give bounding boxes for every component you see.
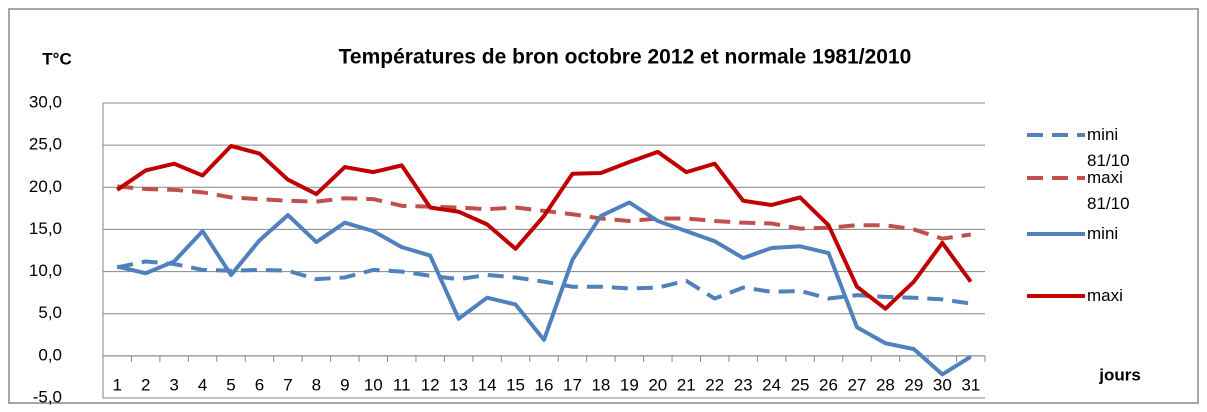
x-tick-label: 20 xyxy=(648,375,667,394)
series-line xyxy=(116,200,972,377)
x-tick-label: 21 xyxy=(677,375,696,394)
x-tick-label: 13 xyxy=(449,375,468,394)
x-tick-label: 25 xyxy=(791,375,810,394)
x-tick-label: 30 xyxy=(933,375,952,394)
x-tick-label: 23 xyxy=(734,375,753,394)
x-tick-label: 5 xyxy=(226,375,235,394)
legend-swatch xyxy=(1027,294,1085,298)
legend-label: mini 81/10 xyxy=(1087,125,1130,170)
y-tick-label: 15,0 xyxy=(29,219,62,238)
x-tick-label: 9 xyxy=(340,375,349,394)
legend-swatch xyxy=(1027,176,1085,180)
x-tick-label: 24 xyxy=(762,375,781,394)
x-tick-label: 10 xyxy=(364,375,383,394)
x-tick-label: 11 xyxy=(393,375,411,394)
x-tick-label: 6 xyxy=(255,375,264,394)
x-tick-label: 29 xyxy=(904,375,923,394)
chart-border xyxy=(8,8,1199,404)
y-axis-label: T°C xyxy=(42,49,71,68)
x-tick-label: 28 xyxy=(876,375,895,394)
legend-label: maxi xyxy=(1087,286,1123,305)
legend-swatch xyxy=(1027,133,1085,137)
x-tick-label: 22 xyxy=(705,375,724,394)
y-tick-label: 20,0 xyxy=(29,177,62,196)
x-tick-label: 16 xyxy=(535,375,554,394)
x-tick-label: 15 xyxy=(506,375,525,394)
x-tick-label: 18 xyxy=(591,375,610,394)
x-tick-label: 27 xyxy=(848,375,867,394)
legend-entry: mini xyxy=(1025,221,1175,247)
x-tick-label: 7 xyxy=(283,375,292,394)
x-tick-label: 17 xyxy=(563,375,582,394)
series-line xyxy=(116,143,973,311)
legend-entry: mini 81/10 xyxy=(1025,122,1175,174)
y-tick-label: 0,0 xyxy=(38,345,62,364)
x-tick-label: 12 xyxy=(421,375,440,394)
x-tick-label: 31 xyxy=(961,375,980,394)
x-tick-label: 14 xyxy=(478,375,497,394)
y-tick-label: 30,0 xyxy=(29,92,62,111)
series-line xyxy=(116,259,972,306)
legend-label: maxi 81/10 xyxy=(1087,168,1130,213)
legend-swatch xyxy=(1027,232,1085,236)
legend-entry: maxi 81/10 xyxy=(1025,165,1175,217)
y-tick-label: 10,0 xyxy=(29,261,62,280)
y-tick-label: 5,0 xyxy=(38,303,62,322)
x-tick-label: 3 xyxy=(169,375,178,394)
x-tick-label: 19 xyxy=(620,375,639,394)
x-tick-label: 4 xyxy=(198,375,207,394)
x-tick-label: 1 xyxy=(112,375,121,394)
y-tick-label: -5,0 xyxy=(33,387,62,406)
x-tick-label: 2 xyxy=(141,375,150,394)
x-tick-label: 8 xyxy=(312,375,321,394)
y-tick-label: 25,0 xyxy=(29,135,62,154)
x-tick-label: 26 xyxy=(819,375,838,394)
x-axis-label: jours xyxy=(1098,365,1141,384)
legend-label: mini xyxy=(1087,224,1119,243)
legend-entry: maxi xyxy=(1025,283,1175,309)
chart-title: Températures de bron octobre 2012 et nor… xyxy=(339,46,912,69)
